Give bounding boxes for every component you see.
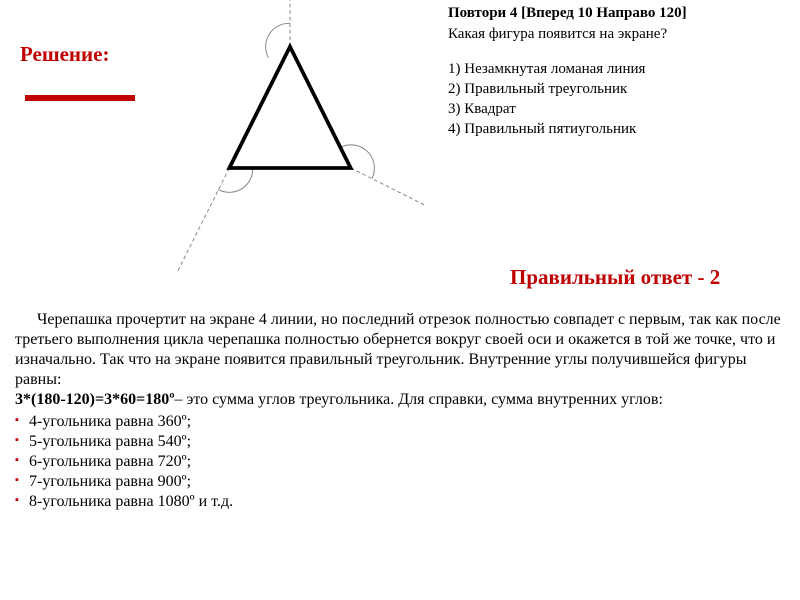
list-item: 8-угольника равна 1080º и т.д. <box>15 492 785 512</box>
answer-options: 1) Незамкнутая ломаная линия 2) Правильн… <box>448 59 798 140</box>
correct-answer-label: Правильный ответ - 2 <box>510 265 720 290</box>
question-subtitle: Какая фигура появится на экране? <box>448 24 798 44</box>
question-block: Повтори 4 [Вперед 10 Направо 120] Какая … <box>448 3 798 140</box>
option-2: 2) Правильный треугольник <box>448 79 798 99</box>
explanation-tail: – это сумма углов треугольника. Для спра… <box>175 391 663 408</box>
option-3: 3) Квадрат <box>448 99 798 119</box>
dashed-line-right <box>351 168 426 205</box>
explanation-formula-line: 3*(180-120)=3*60=180º– это сумма углов т… <box>15 390 785 410</box>
list-item: 5-угольника равна 540º; <box>15 432 785 452</box>
solution-label: Решение: <box>20 42 109 67</box>
list-item: 4-угольника равна 360º; <box>15 412 785 432</box>
triangle-diagram <box>140 0 440 280</box>
angle-sum-list: 4-угольника равна 360º; 5-угольника равн… <box>15 412 785 512</box>
question-title: Повтори 4 [Вперед 10 Направо 120] <box>448 3 798 23</box>
explanation-formula: 3*(180-120)=3*60=180º <box>15 391 175 408</box>
underline-bar <box>25 95 135 101</box>
list-item: 7-угольника равна 900º; <box>15 472 785 492</box>
explanation-block: Черепашка прочертит на экране 4 линии, н… <box>15 310 785 512</box>
dashed-line-left <box>178 168 229 271</box>
option-4: 4) Правильный пятиугольник <box>448 119 798 139</box>
triangle-shape <box>229 47 350 168</box>
explanation-para1: Черепашка прочертит на экране 4 линии, н… <box>15 310 785 390</box>
option-1: 1) Незамкнутая ломаная линия <box>448 59 798 79</box>
list-item: 6-угольника равна 720º; <box>15 452 785 472</box>
